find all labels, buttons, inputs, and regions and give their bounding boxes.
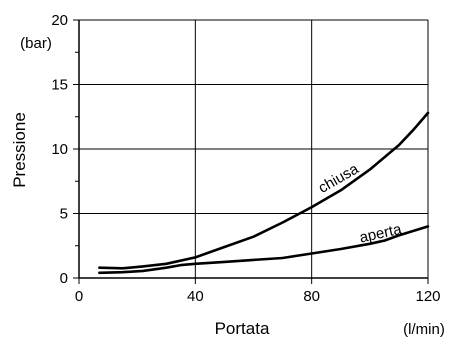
- y-tick-label-2: 10: [51, 141, 68, 158]
- y-axis-unit-label: (bar): [20, 35, 52, 52]
- x-tick-label-3: 120: [415, 288, 440, 305]
- y-tick-label-1: 5: [60, 206, 68, 223]
- y-tick-label-3: 15: [51, 77, 68, 94]
- x-axis-label: Portata: [215, 319, 270, 338]
- series-line-aperta: [98, 225, 430, 275]
- x-axis-unit-label: (l/min): [403, 321, 445, 338]
- series-line-chiusa: [98, 111, 430, 270]
- series-lines: [98, 111, 430, 275]
- grid: [79, 19, 429, 278]
- ticks: 0 40 80 120 0 5 10 15 20: [51, 12, 440, 305]
- labels: Portata (l/min) Pressione (bar): [10, 35, 445, 338]
- y-tick-label-4: 20: [51, 12, 68, 29]
- y-tick-label-0: 0: [60, 270, 68, 287]
- x-tick-label-0: 0: [75, 288, 83, 305]
- x-tick-label-2: 80: [303, 288, 320, 305]
- y-axis-label: Pressione: [10, 112, 29, 188]
- x-tick-label-1: 40: [187, 288, 204, 305]
